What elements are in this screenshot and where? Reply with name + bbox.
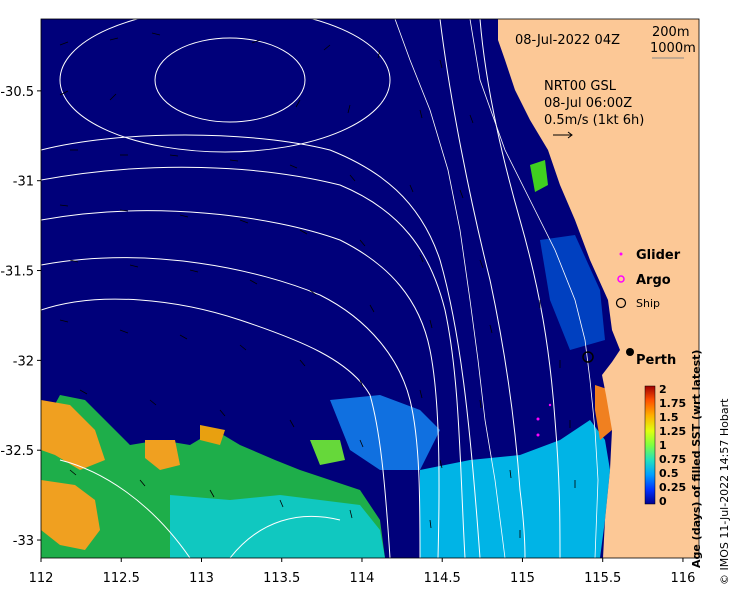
credit-text: © IMOS 11-Jul-2022 14:57 Hobart [718, 398, 731, 585]
sst-orange-patch-west [41, 400, 105, 470]
x-tick-label: 115.5 [584, 571, 621, 586]
x-tick-label: 114.5 [424, 571, 461, 586]
plot-frame [40, 18, 700, 559]
colorbar-tick-label: 0.75 [659, 453, 686, 466]
contour-1000m [394, 19, 506, 558]
model-label: NRT00 GSL [544, 79, 617, 94]
perth-marker [626, 348, 634, 356]
y-tick-label: -33 [13, 534, 34, 549]
glider-legend-icon [619, 252, 623, 256]
y-tick-label: -31.5 [0, 265, 34, 280]
x-tick-label: 114 [350, 571, 375, 586]
colorbar-tick-label: 2 [659, 383, 667, 396]
x-axis: 112 112.5 113 113.5 114 114.5 115 115.5 116 [29, 558, 696, 586]
contour-1000m-label: 1000m [650, 41, 696, 56]
x-tick-label: 116 [671, 571, 696, 586]
vector-scale-arrow [553, 131, 573, 139]
contour-200m-label: 200m [652, 25, 689, 40]
sst-lime-patch [310, 440, 345, 465]
y-tick-label: -30.5 [0, 85, 34, 100]
glider-positions [536, 403, 552, 437]
y-axis: -30.5 -31 -31.5 -32 -32.5 -33 [0, 85, 41, 549]
y-tick-label: -31 [13, 175, 34, 190]
perth-label: Perth [636, 353, 676, 368]
ship-legend-icon [615, 297, 627, 309]
glider-legend-label: Glider [636, 248, 681, 263]
x-tick-label: 113 [189, 571, 214, 586]
y-tick-label: -32 [13, 354, 34, 369]
colorbar-tick-label: 1.25 [659, 425, 686, 438]
colorbar-tick-label: 0 [659, 495, 667, 508]
colorbar-tick-label: 1.5 [659, 411, 679, 424]
colorbar-tick-label: 1 [659, 439, 667, 452]
argo-legend-label: Argo [636, 273, 671, 288]
x-tick-label: 112.5 [103, 571, 140, 586]
colorbar [644, 385, 656, 505]
y-tick-label: -32.5 [0, 444, 34, 459]
colorbar-tick-label: 0.5 [659, 467, 679, 480]
date-label: 08-Jul-2022 04Z [515, 33, 620, 48]
ship-marker [582, 351, 594, 363]
model-time: 08-Jul 06:00Z [544, 96, 632, 111]
x-tick-label: 115 [510, 571, 535, 586]
current-vectors [59, 32, 576, 538]
sst-orange-patch-center [145, 440, 180, 470]
vector-scale-label: 0.5m/s (1kt 6h) [544, 113, 644, 128]
sea-level-contours [41, 19, 561, 558]
sst-cyan-patch-south [170, 495, 385, 558]
sst-blue-band-coast [540, 235, 605, 350]
argo-legend-icon [617, 275, 625, 283]
ship-legend-label: Ship [636, 297, 660, 310]
x-tick-label: 113.5 [263, 571, 300, 586]
colorbar-tick-label: 1.75 [659, 397, 686, 410]
colorbar-label: Age (days) of filled SST (wrt latest) [690, 350, 703, 568]
x-tick-label: 112 [29, 571, 54, 586]
sst-cyan-patch-east [420, 420, 610, 558]
colorbar-tick-label: 0.25 [659, 481, 686, 494]
sst-orange-patch-mid [200, 425, 225, 445]
sst-green-patch-coast [530, 160, 548, 192]
sst-orange-patch-sw [41, 480, 100, 550]
